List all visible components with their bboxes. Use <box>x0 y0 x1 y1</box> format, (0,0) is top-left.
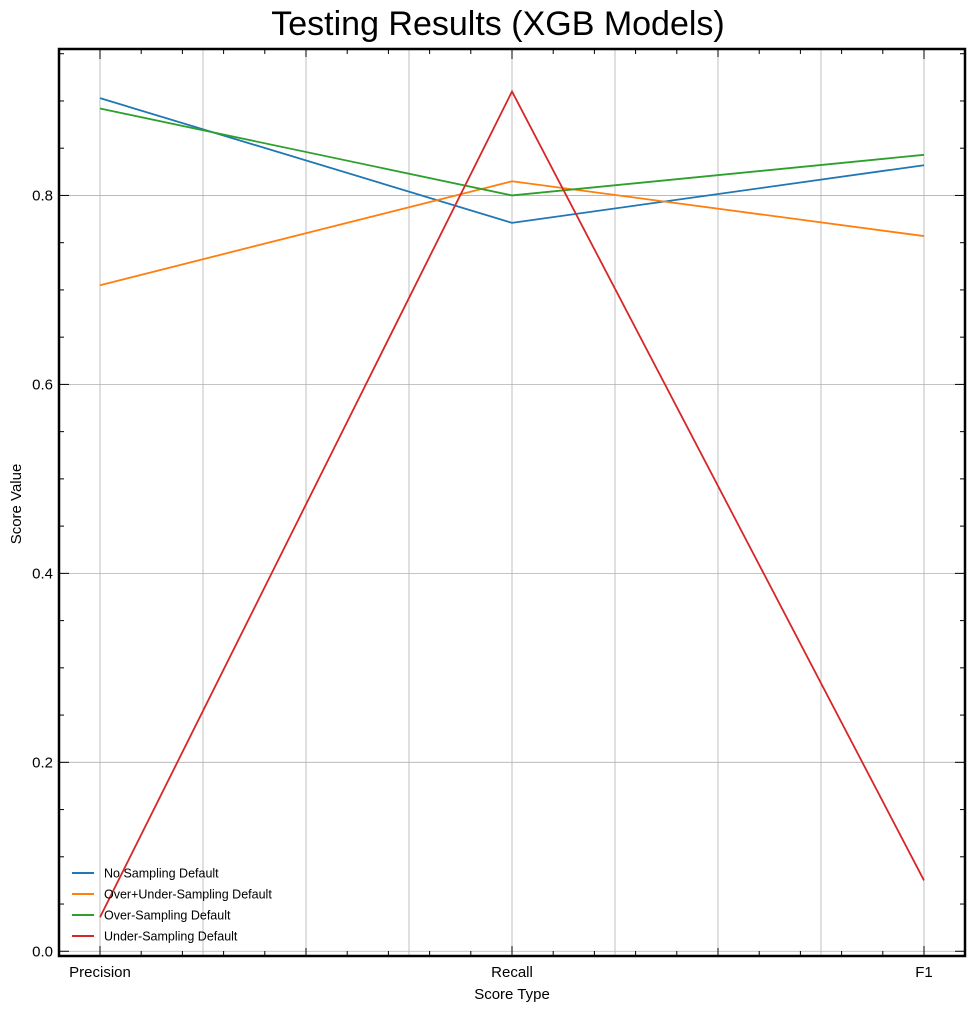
series-line-0 <box>99 97 925 224</box>
y-tick-label: 0.6 <box>32 376 53 393</box>
grid <box>59 49 965 956</box>
chart-title: Testing Results (XGB Models) <box>271 5 725 43</box>
y-tick-label: 0.0 <box>32 943 53 960</box>
series-lines <box>99 89 925 918</box>
y-tick-label: 0.4 <box>32 565 53 582</box>
legend-label: Over-Sampling Default <box>104 909 231 923</box>
y-axis-label: Score Value <box>8 464 25 545</box>
x-tick-label: Recall <box>491 964 533 981</box>
tick-labels: 0.0 0.2 0.4 0.6 0.8 Precision Recall F1 <box>32 187 933 981</box>
series-line-3 <box>99 89 925 918</box>
legend-label: Over+Under-Sampling Default <box>104 888 272 902</box>
y-tick-label: 0.2 <box>32 754 53 771</box>
series-line-1 <box>99 180 925 287</box>
legend-label: Under-Sampling Default <box>104 930 238 944</box>
x-tick-label: Precision <box>69 964 131 981</box>
x-axis-label: Score Type <box>474 986 550 1003</box>
y-tick-label: 0.8 <box>32 187 53 204</box>
axes <box>57 47 967 958</box>
x-tick-label: F1 <box>915 964 933 981</box>
legend: No Sampling Default Over+Under-Sampling D… <box>72 867 272 944</box>
legend-label: No Sampling Default <box>104 867 219 881</box>
series-line-2 <box>99 107 925 197</box>
